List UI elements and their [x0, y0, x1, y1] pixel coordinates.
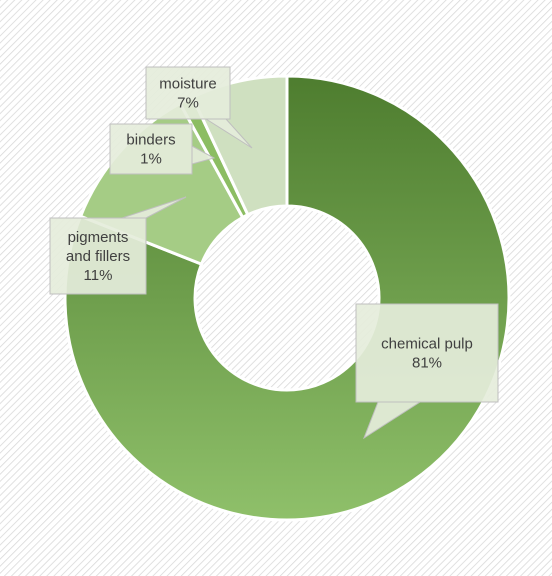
callout-box — [49, 217, 147, 295]
data-label-category: and fillers — [66, 248, 130, 265]
data-label-category: pigments — [68, 229, 129, 246]
data-label-value: 81% — [412, 355, 442, 372]
data-label-category: chemical pulp — [381, 336, 473, 353]
data-label-value: 7% — [177, 95, 199, 112]
callout-pigments-and-fillers: pigments and fillers 11% — [49, 196, 187, 295]
data-label-category: binders — [126, 132, 175, 149]
data-label-value: 1% — [140, 151, 162, 168]
callout-box — [355, 303, 499, 403]
data-label-value: 11% — [84, 267, 113, 284]
callout-moisture: moisture 7% — [145, 66, 253, 149]
callout-binders: binders 1% — [109, 123, 216, 175]
data-label-category: moisture — [159, 76, 217, 93]
callout-chemical-pulp: chemical pulp 81% — [355, 303, 499, 440]
callout-box — [145, 66, 231, 120]
callout-box — [109, 123, 193, 175]
